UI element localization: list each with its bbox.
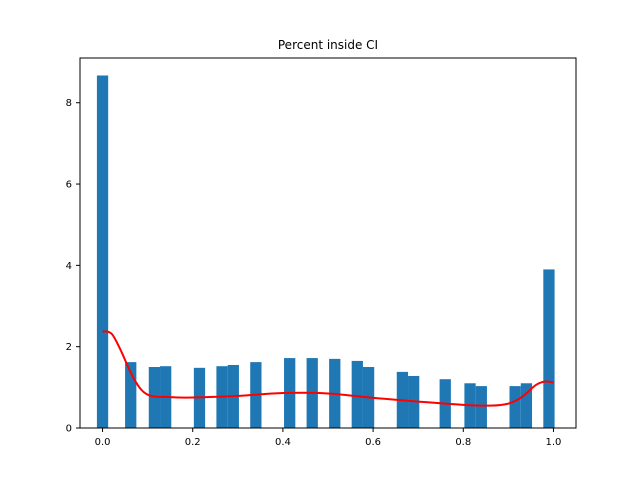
x-axis: 0.0 0.2 0.4 0.6 0.8 1.0 bbox=[95, 428, 562, 448]
bar-18 bbox=[509, 386, 521, 428]
kde-group bbox=[102, 330, 554, 407]
y-tick-label-3: 6 bbox=[66, 180, 72, 191]
y-tick-label-0: 0 bbox=[66, 424, 72, 435]
y-tick-label-1: 2 bbox=[66, 342, 72, 353]
y-axis: 0 2 4 6 8 bbox=[66, 98, 80, 435]
x-tick-label-3: 0.6 bbox=[365, 437, 381, 448]
bar-1 bbox=[125, 362, 137, 428]
y-tick-label-4: 8 bbox=[66, 98, 72, 109]
bar-2 bbox=[148, 367, 161, 428]
chart-title: Percent inside CI bbox=[278, 38, 378, 52]
bar-19 bbox=[520, 383, 533, 428]
bar-17 bbox=[475, 386, 487, 428]
axes-frame bbox=[79, 57, 577, 429]
x-tick-label-1: 0.2 bbox=[185, 437, 201, 448]
bar-11 bbox=[351, 360, 363, 428]
y-tick-label-2: 4 bbox=[66, 261, 72, 272]
x-tick-label-2: 0.4 bbox=[275, 437, 291, 448]
x-tick-label-4: 0.8 bbox=[455, 437, 471, 448]
x-tick-label-0: 0.0 bbox=[95, 437, 111, 448]
kde-line bbox=[102, 330, 554, 407]
bar-20 bbox=[543, 269, 555, 428]
bars-group bbox=[96, 75, 555, 428]
bar-0 bbox=[96, 75, 109, 428]
x-tick-label-5: 1.0 bbox=[546, 437, 562, 448]
